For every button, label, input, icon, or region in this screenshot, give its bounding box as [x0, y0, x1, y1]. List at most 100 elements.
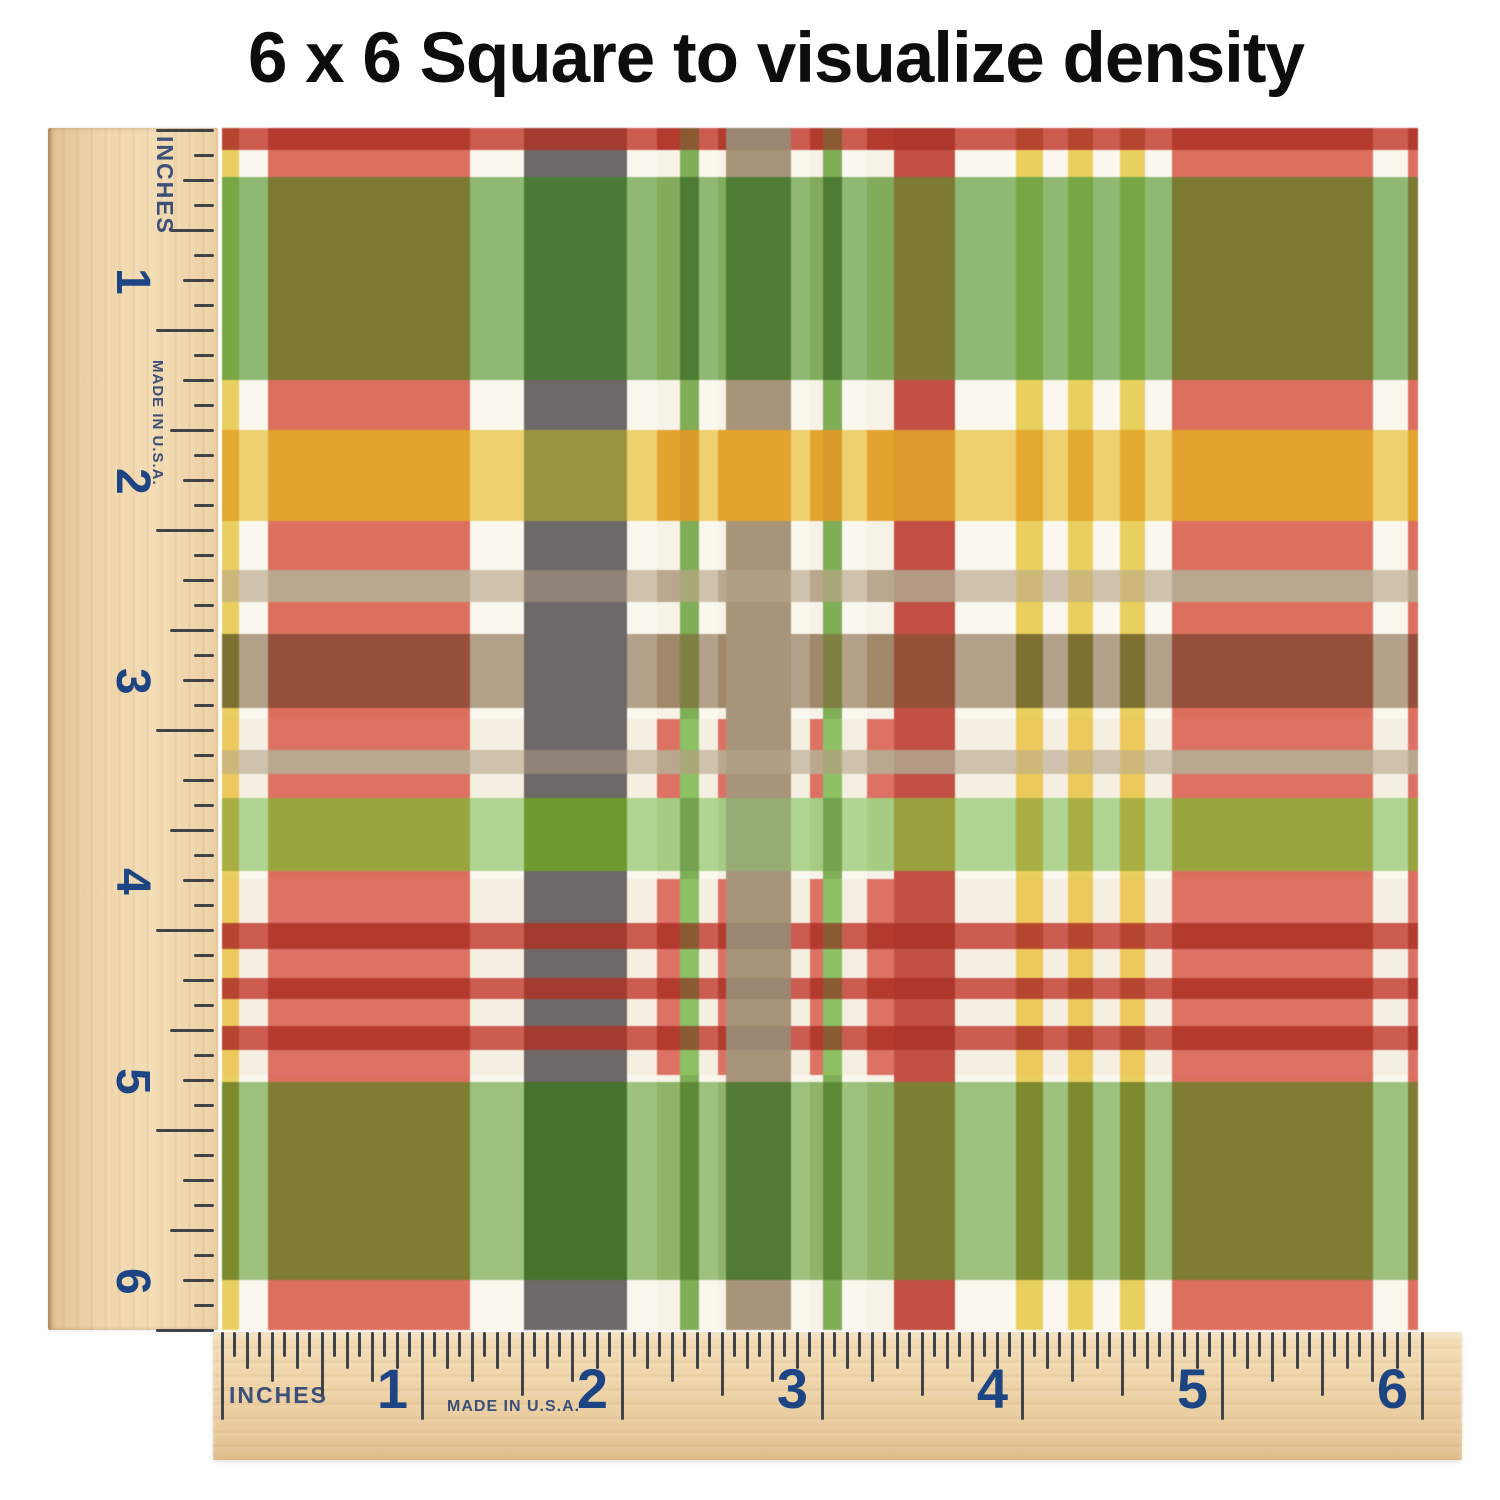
plaid-cell: [1373, 923, 1408, 949]
vertical-ruler: INCHES MADE IN U.S.A. 1 2 3 4 5 6: [48, 128, 218, 1332]
plaid-cell: [955, 1280, 984, 1330]
ruler-tick: [433, 1332, 436, 1357]
plaid-cell: [726, 774, 791, 798]
ruler-tick: [395, 1332, 399, 1369]
plaid-cell: [627, 719, 657, 750]
ruler-tick: [695, 1332, 699, 1369]
plaid-cell: [718, 708, 726, 719]
plaid-cell: [239, 774, 268, 798]
plaid-cell: [1172, 750, 1373, 774]
ruler-tick: [183, 378, 214, 382]
plaid-cell: [222, 708, 239, 719]
plaid-cell: [1172, 1026, 1373, 1050]
ruler-tick: [795, 1332, 799, 1369]
plaid-cell: [1172, 949, 1373, 978]
plaid-cell: [222, 570, 239, 602]
ruler-tick: [183, 878, 214, 882]
plaid-cell: [1093, 871, 1120, 879]
ruler-tick: [183, 978, 214, 982]
plaid-cell: [984, 719, 1016, 750]
plaid-cell: [470, 602, 524, 634]
plaid-cell: [823, 1082, 842, 1280]
ruler-tick: [1358, 1332, 1361, 1357]
plaid-cell: [680, 634, 699, 708]
vertical-ruler-unit-label: INCHES: [152, 136, 178, 235]
ruler-tick: [183, 578, 214, 582]
plaid-cell: [1093, 602, 1120, 634]
plaid-cell: [699, 1050, 718, 1075]
plaid-cell: [1145, 602, 1172, 634]
plaid-cell: [1172, 177, 1373, 380]
plaid-cell: [823, 978, 842, 999]
ruler-tick: [720, 1332, 724, 1396]
plaid-cell: [1145, 708, 1172, 719]
plaid-cell: [810, 380, 823, 430]
plaid-cell: [1016, 879, 1043, 923]
plaid-cell: [680, 1082, 699, 1280]
plaid-cell: [1043, 750, 1068, 774]
plaid-cell: [894, 719, 955, 750]
plaid-cell: [726, 634, 791, 708]
plaid-cell: [699, 602, 718, 634]
ruler-tick: [1133, 1332, 1136, 1357]
plaid-cell: [1408, 1082, 1418, 1280]
plaid-cell: [680, 521, 699, 570]
plaid-cell: [791, 719, 810, 750]
plaid-cell: [239, 879, 268, 923]
plaid-cell: [1068, 923, 1093, 949]
plaid-cell: [1068, 879, 1093, 923]
plaid-cell: [1043, 719, 1068, 750]
plaid-cell: [894, 521, 955, 570]
plaid-cell: [657, 430, 680, 521]
ruler-tick: [194, 903, 214, 907]
plaid-cell: [1093, 570, 1120, 602]
plaid-cell: [842, 999, 867, 1026]
plaid-cell: [984, 602, 1016, 634]
plaid-cell: [699, 923, 718, 949]
ruler-tick: [194, 1053, 214, 1057]
plaid-cell: [627, 1026, 657, 1050]
plaid-cell: [842, 1075, 867, 1082]
plaid-cell: [1408, 380, 1418, 430]
plaid-cell: [955, 634, 984, 708]
plaid-cell: [627, 430, 657, 521]
plaid-cell: [1016, 871, 1043, 879]
plaid-cell: [1068, 521, 1093, 570]
plaid-cell: [222, 879, 239, 923]
plaid-cell: [984, 1280, 1016, 1330]
plaid-cell: [867, 1050, 894, 1075]
plaid-cell: [718, 602, 726, 634]
plaid-cell: [823, 634, 842, 708]
plaid-cell: [699, 177, 718, 380]
plaid-cell: [842, 750, 867, 774]
plaid-cell: [699, 1075, 718, 1082]
plaid-cell: [1373, 999, 1408, 1026]
plaid-cell: [1408, 719, 1418, 750]
plaid-cell: [955, 430, 984, 521]
plaid-cell: [1068, 719, 1093, 750]
plaid-cell: [239, 708, 268, 719]
ruler-tick: [194, 1103, 214, 1107]
plaid-cell: [268, 708, 470, 719]
plaid-cell: [470, 128, 524, 150]
plaid-cell: [1068, 430, 1093, 521]
plaid-cell: [268, 1026, 470, 1050]
plaid-cell: [791, 1082, 810, 1280]
plaid-cell: [524, 1026, 627, 1050]
plaid-cell: [699, 380, 718, 430]
plaid-cell: [867, 949, 894, 978]
ruler-tick: [608, 1332, 611, 1357]
plaid-cell: [680, 923, 699, 949]
plaid-cell: [842, 521, 867, 570]
plaid-cell: [1145, 798, 1172, 871]
plaid-cell: [1145, 380, 1172, 430]
ruler-number: 6: [106, 1268, 159, 1295]
ruler-tick: [156, 1128, 214, 1132]
ruler-number: 4: [976, 1357, 1008, 1420]
ruler-tick: [308, 1332, 311, 1357]
ruler-tick: [1020, 1332, 1024, 1420]
ruler-tick: [283, 1332, 286, 1357]
ruler-tick: [358, 1332, 361, 1357]
plaid-cell: [699, 1026, 718, 1050]
